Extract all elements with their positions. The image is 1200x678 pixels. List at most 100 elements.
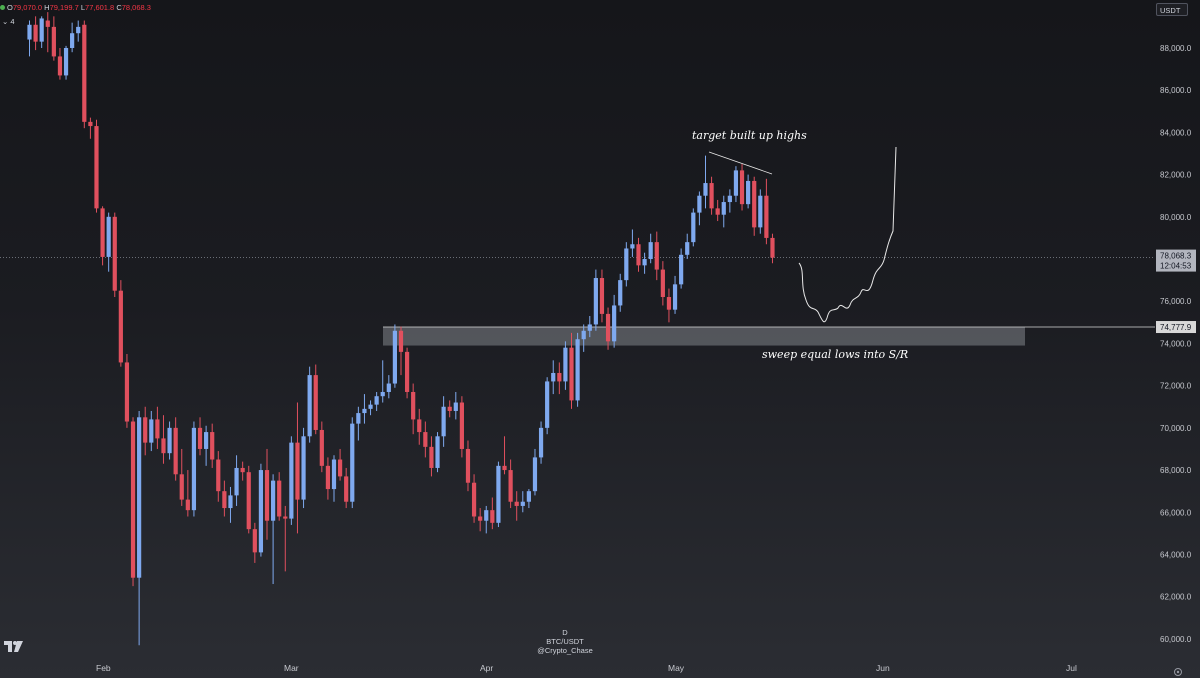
candle bbox=[331, 455, 337, 502]
candle-body bbox=[423, 432, 428, 447]
candle bbox=[575, 332, 580, 407]
candle bbox=[679, 248, 684, 289]
price-tick-label: 66,000.0 bbox=[1160, 508, 1192, 517]
tradingview-logo-icon[interactable] bbox=[4, 640, 24, 658]
candle bbox=[137, 410, 142, 646]
candle-body bbox=[551, 372, 556, 382]
candle bbox=[94, 119, 99, 213]
time-tick-label: Jun bbox=[876, 663, 890, 673]
candle bbox=[344, 467, 349, 509]
candle-body bbox=[27, 24, 32, 40]
candle bbox=[642, 252, 647, 274]
candle-body bbox=[404, 351, 410, 392]
candle bbox=[216, 451, 221, 502]
symbol-watermark: D BTC/USDT @Crypto_Chase bbox=[520, 628, 610, 655]
candle bbox=[386, 375, 391, 399]
candle-body bbox=[435, 436, 440, 468]
indicator-toggle[interactable]: ⌄ 4 bbox=[2, 17, 15, 26]
candle-body bbox=[727, 195, 732, 203]
candle bbox=[27, 20, 32, 57]
candle-body bbox=[581, 330, 586, 340]
candle-layer bbox=[27, 12, 775, 646]
candle-body bbox=[520, 501, 525, 506]
candle bbox=[520, 491, 525, 513]
candle bbox=[532, 448, 538, 496]
candle-body bbox=[240, 467, 245, 473]
candle bbox=[752, 176, 757, 236]
candle bbox=[197, 417, 203, 456]
candle bbox=[721, 195, 726, 228]
candle bbox=[277, 472, 282, 521]
watermark-author: @Crypto_Chase bbox=[537, 646, 593, 655]
candle-body bbox=[599, 278, 605, 314]
candle bbox=[563, 341, 568, 390]
candle bbox=[429, 436, 434, 477]
price-tick-label: 70,000.0 bbox=[1160, 424, 1192, 433]
candle-body bbox=[88, 121, 93, 127]
candle-body bbox=[252, 529, 257, 553]
candle bbox=[271, 474, 276, 585]
candle-body bbox=[703, 183, 708, 196]
candle bbox=[484, 505, 489, 534]
candle-body bbox=[137, 417, 142, 578]
candle bbox=[697, 191, 702, 226]
time-tick-label: Jul bbox=[1066, 663, 1077, 673]
candle bbox=[526, 489, 531, 509]
candle bbox=[630, 229, 635, 257]
candle-body bbox=[593, 278, 598, 325]
time-axis[interactable]: Feb Mar Apr May Jun Jul bbox=[96, 663, 1077, 673]
price-tick-label: 76,000.0 bbox=[1160, 297, 1192, 306]
highs-trendline bbox=[708, 151, 773, 175]
candle bbox=[124, 353, 130, 428]
candle bbox=[185, 470, 190, 517]
candle bbox=[246, 465, 251, 534]
candle-body bbox=[447, 406, 452, 411]
candle bbox=[593, 269, 598, 331]
candle-body bbox=[197, 427, 203, 449]
candle bbox=[618, 273, 623, 312]
status-dot-icon bbox=[0, 5, 5, 10]
settings-gear-icon[interactable] bbox=[1173, 664, 1183, 678]
candle-body bbox=[526, 491, 531, 502]
candle-body bbox=[770, 237, 775, 258]
candle bbox=[417, 408, 422, 445]
candle bbox=[459, 396, 464, 458]
candle-body bbox=[733, 170, 739, 196]
watermark-interval: D bbox=[562, 628, 568, 637]
annotation-target-highs: target built up highs bbox=[692, 129, 807, 142]
candle bbox=[508, 459, 513, 509]
candle bbox=[234, 455, 239, 506]
price-tick-label: 62,000.0 bbox=[1160, 593, 1192, 602]
candle bbox=[746, 174, 751, 209]
candle bbox=[283, 505, 288, 572]
candle-body bbox=[356, 413, 361, 424]
candle-body bbox=[764, 195, 769, 238]
candle-body bbox=[532, 457, 538, 492]
candle-body bbox=[161, 438, 166, 454]
candle-body bbox=[82, 24, 87, 122]
candle-body bbox=[307, 375, 312, 437]
candle-body bbox=[587, 324, 592, 331]
price-tick-label: 72,000.0 bbox=[1160, 382, 1192, 391]
candle bbox=[167, 421, 172, 460]
candle-body bbox=[514, 501, 519, 506]
candle bbox=[325, 457, 331, 500]
time-tick-label: Apr bbox=[480, 663, 493, 673]
candle bbox=[118, 280, 123, 367]
price-tick-label: 64,000.0 bbox=[1160, 550, 1192, 559]
candle-body bbox=[234, 467, 239, 496]
candle bbox=[319, 421, 324, 473]
price-axis[interactable]: 60,000.0 62,000.0 64,000.0 66,000.0 68,000.0… bbox=[1156, 44, 1196, 644]
candle-body bbox=[380, 391, 385, 397]
currency-selector[interactable]: USDT bbox=[1156, 3, 1188, 16]
candle bbox=[709, 176, 714, 215]
price-tick-label: 74,000.0 bbox=[1160, 339, 1192, 348]
candle bbox=[222, 480, 227, 517]
candle bbox=[612, 294, 617, 348]
candle bbox=[703, 155, 708, 209]
candle-body bbox=[118, 290, 123, 363]
candle-body bbox=[167, 427, 172, 454]
candle-body bbox=[417, 419, 422, 433]
